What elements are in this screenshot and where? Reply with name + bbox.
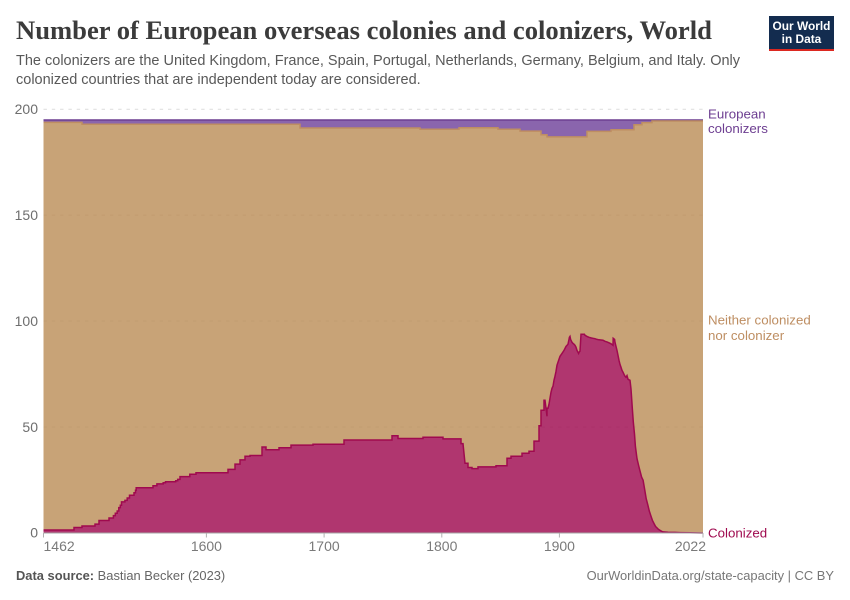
svg-text:Neither colonized: Neither colonized	[708, 313, 811, 328]
svg-text:1462: 1462	[44, 538, 75, 554]
svg-text:colonizers: colonizers	[708, 121, 768, 136]
svg-text:Colonized: Colonized	[708, 526, 767, 541]
svg-text:1800: 1800	[426, 538, 457, 554]
svg-text:0: 0	[30, 525, 38, 541]
svg-text:European: European	[708, 107, 766, 122]
svg-text:1600: 1600	[191, 538, 222, 554]
svg-text:50: 50	[22, 419, 38, 435]
svg-text:150: 150	[15, 207, 39, 223]
svg-text:200: 200	[15, 101, 39, 117]
svg-text:nor colonizer: nor colonizer	[708, 328, 785, 343]
svg-text:100: 100	[15, 313, 39, 329]
svg-text:1900: 1900	[544, 538, 575, 554]
svg-text:1700: 1700	[309, 538, 340, 554]
svg-text:2022: 2022	[675, 538, 706, 554]
